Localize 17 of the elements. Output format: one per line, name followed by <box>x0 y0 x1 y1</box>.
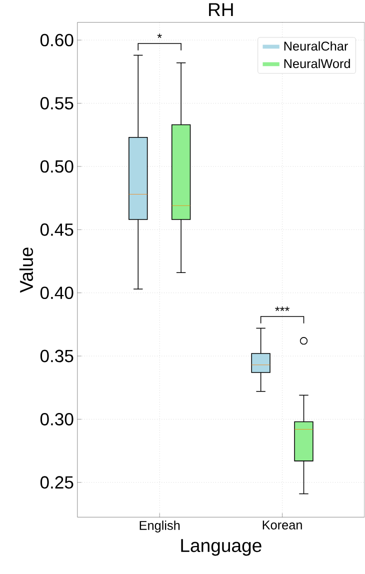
annotation: * <box>157 34 162 38</box>
x-tick-label: Korean <box>263 520 302 530</box>
annotation: *** <box>275 306 290 312</box>
y-tick-label: 0.30 <box>40 412 74 426</box>
y-tick-label: 0.55 <box>40 97 74 110</box>
y-tick-label: 0.40 <box>40 286 74 300</box>
legend-label: NeuralWord <box>284 58 350 68</box>
y-tick-label: 0.25 <box>40 476 74 489</box>
y-tick-label: 0.45 <box>40 223 74 236</box>
x-axis-title: Language <box>181 539 262 556</box>
legend-label: NeuralChar <box>284 41 348 51</box>
y-tick-label: 0.60 <box>40 34 74 46</box>
x-tick-label: English <box>140 520 180 532</box>
chart-title: RH <box>209 3 233 16</box>
y-axis-title: Value <box>20 248 34 293</box>
y-tick-label: 0.50 <box>40 160 74 173</box>
y-tick-label: 0.35 <box>40 350 74 362</box>
